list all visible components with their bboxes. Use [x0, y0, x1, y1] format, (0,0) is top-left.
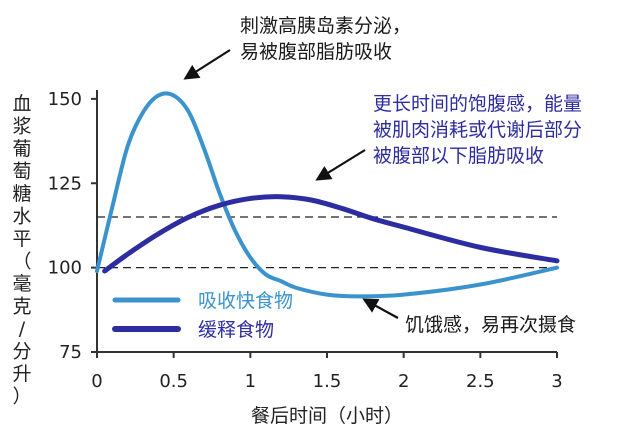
annotation-arrow	[315, 149, 366, 181]
y-tick-label: 100	[48, 258, 82, 279]
annotations-group: 刺激高胰岛素分泌，易被腹部脂肪吸收更长时间的饱腹感，能量被肌肉消耗或代谢后部分被…	[183, 15, 582, 336]
annotation-text: 刺激高胰岛素分泌，易被腹部脂肪吸收	[240, 15, 411, 63]
x-tick-label: 3	[551, 371, 562, 392]
legend-label: 缓释食物	[198, 319, 274, 341]
y-tick-label: 75	[59, 342, 82, 363]
axes-group: 0 0.5 1 1.5 2 2.5 3 75 100 125 150 餐后时间（小时） 血浆葡萄糖水平（…	[12, 89, 562, 427]
x-tick-label: 1	[245, 371, 256, 392]
annotation-text: 更长时间的饱腹感，能量被肌肉消耗或代谢后部分被腹部以下脂肪吸收	[373, 93, 582, 167]
x-tick-label: 0	[91, 371, 102, 392]
series-line-slow-release	[102, 194, 560, 274]
y-axis-title: 血浆葡萄糖水平（毫克/分升）	[12, 93, 31, 408]
series-line-fast-absorption	[95, 91, 559, 299]
y-tick-label: 125	[48, 173, 82, 194]
x-tick-label: 1.5	[313, 371, 342, 392]
y-tick-label: 150	[48, 89, 82, 110]
annotation-text: 饥饿感，易再次摄食	[405, 314, 576, 336]
x-axis-title: 餐后时间（小时）	[251, 405, 403, 427]
annotation-arrow	[183, 49, 231, 80]
legend-label: 吸收快食物	[198, 290, 293, 312]
reference-lines-group	[97, 216, 557, 269]
x-tick-label: 2	[398, 371, 409, 392]
x-tick-label: 2.5	[466, 371, 495, 392]
x-tick-label: 0.5	[159, 371, 188, 392]
series-group	[95, 91, 560, 299]
annotation-arrow	[362, 298, 399, 319]
